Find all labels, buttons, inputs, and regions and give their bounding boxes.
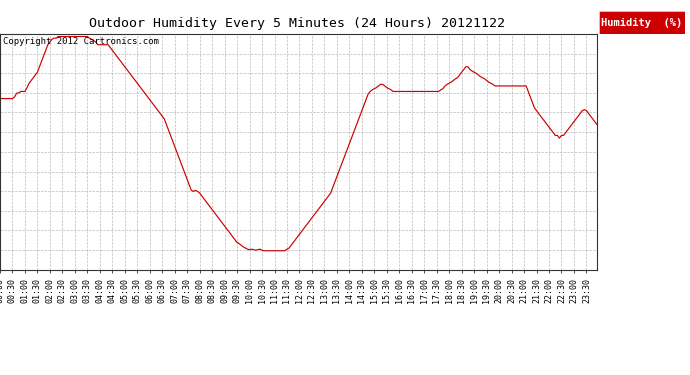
Text: Humidity  (%): Humidity (%)	[602, 18, 682, 27]
Text: Outdoor Humidity Every 5 Minutes (24 Hours) 20121122: Outdoor Humidity Every 5 Minutes (24 Hou…	[89, 17, 504, 30]
Text: Copyright 2012 Cartronics.com: Copyright 2012 Cartronics.com	[3, 37, 159, 46]
